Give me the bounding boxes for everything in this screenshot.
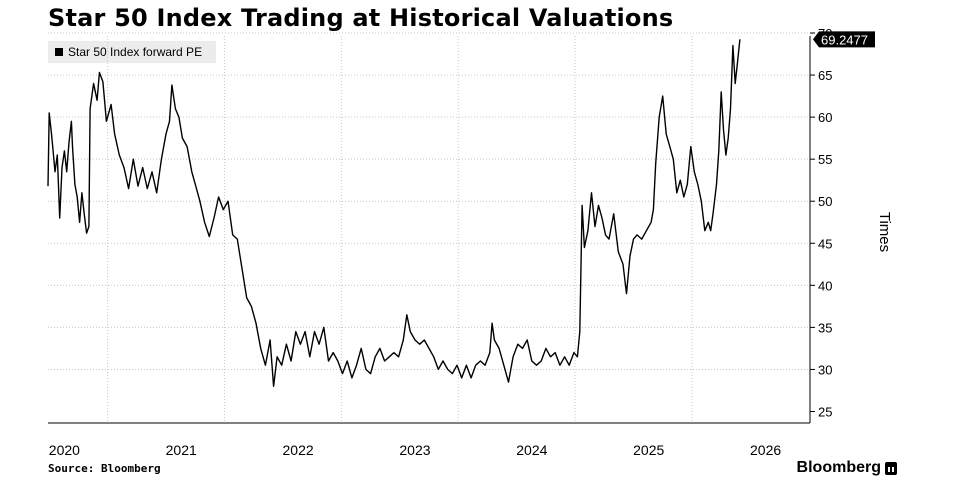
series-line [47,39,741,387]
bloomberg-logo: Bloomberg [797,459,897,477]
x-tick-label: 2021 [166,442,197,458]
x-tick-label: 2025 [633,442,664,458]
last-value-label: 69.2477 [821,32,868,47]
brand-label: Bloomberg [796,459,881,476]
y-tick-label: 60 [818,110,832,125]
last-value-badge [813,31,875,48]
source-note: Source: Bloomberg [48,462,161,475]
chart-title: Star 50 Index Trading at Historical Valu… [48,4,674,32]
y-tick-label: 40 [818,278,832,293]
y-tick-label: 30 [818,362,832,377]
y-tick-label: 50 [818,194,832,209]
y-tick-label: 65 [818,68,832,83]
x-tick-label: 2024 [516,442,547,458]
legend-label: Star 50 Index forward PE [68,45,203,59]
x-tick-label: 2022 [283,442,314,458]
x-tick-label: 2026 [750,442,781,458]
x-tick-label: 2020 [49,442,80,458]
y-axis-label: Times [876,212,893,252]
x-tick-label: 2023 [399,442,430,458]
y-tick-label: 55 [818,152,832,167]
legend-swatch [55,48,63,56]
terminal-icon [885,461,897,475]
y-tick-label: 35 [818,320,832,335]
y-tick-label: 25 [818,405,832,420]
legend: Star 50 Index forward PE [48,41,216,63]
y-tick-label: 45 [818,236,832,251]
